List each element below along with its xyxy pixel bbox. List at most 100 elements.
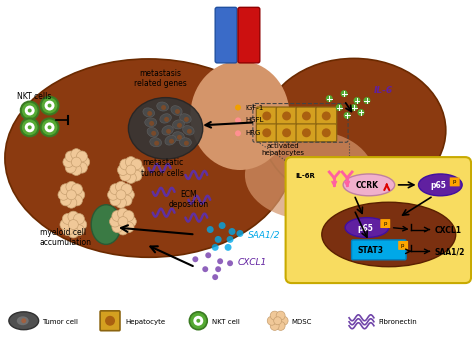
Ellipse shape — [345, 218, 389, 237]
Circle shape — [131, 159, 142, 170]
Ellipse shape — [419, 174, 462, 196]
Ellipse shape — [9, 312, 38, 330]
Circle shape — [72, 157, 81, 167]
FancyBboxPatch shape — [256, 107, 277, 125]
Ellipse shape — [171, 106, 182, 115]
Circle shape — [105, 316, 115, 326]
Circle shape — [120, 170, 131, 181]
Circle shape — [177, 123, 182, 128]
Circle shape — [227, 260, 233, 266]
Circle shape — [116, 181, 127, 192]
Circle shape — [71, 149, 82, 160]
Circle shape — [66, 181, 77, 192]
Ellipse shape — [145, 118, 156, 127]
Text: NKT cells: NKT cells — [17, 92, 51, 101]
Circle shape — [151, 131, 156, 136]
Text: p: p — [453, 179, 456, 184]
Ellipse shape — [180, 138, 191, 147]
Circle shape — [302, 128, 311, 137]
Circle shape — [27, 108, 32, 113]
Ellipse shape — [150, 138, 162, 147]
Ellipse shape — [91, 205, 121, 244]
Text: CCRK: CCRK — [356, 181, 379, 190]
Circle shape — [66, 190, 76, 200]
Circle shape — [235, 105, 241, 110]
Circle shape — [196, 319, 201, 323]
Circle shape — [322, 128, 331, 137]
FancyBboxPatch shape — [316, 107, 337, 125]
Circle shape — [76, 162, 87, 173]
Circle shape — [164, 117, 169, 122]
Ellipse shape — [262, 58, 446, 202]
Circle shape — [207, 226, 214, 233]
Circle shape — [228, 228, 236, 235]
Circle shape — [76, 219, 87, 230]
Circle shape — [126, 157, 137, 167]
Circle shape — [25, 122, 35, 132]
Circle shape — [71, 165, 82, 176]
Circle shape — [147, 111, 152, 116]
Circle shape — [47, 125, 52, 129]
Circle shape — [282, 128, 291, 137]
Ellipse shape — [17, 316, 29, 325]
FancyBboxPatch shape — [100, 311, 120, 331]
Text: SAA1/2: SAA1/2 — [434, 248, 465, 257]
Circle shape — [72, 195, 82, 206]
FancyBboxPatch shape — [352, 240, 406, 260]
Circle shape — [65, 162, 76, 173]
Circle shape — [72, 184, 82, 195]
Ellipse shape — [164, 136, 176, 145]
Circle shape — [120, 159, 131, 170]
Text: p: p — [401, 243, 404, 248]
Circle shape — [302, 112, 311, 120]
Text: p65: p65 — [430, 181, 447, 190]
Circle shape — [123, 189, 134, 200]
FancyBboxPatch shape — [316, 124, 337, 142]
Circle shape — [110, 184, 121, 195]
FancyBboxPatch shape — [276, 107, 297, 125]
Circle shape — [45, 101, 55, 110]
Ellipse shape — [21, 318, 26, 323]
FancyBboxPatch shape — [450, 177, 460, 187]
Text: ECM
deposition: ECM deposition — [168, 190, 209, 209]
Circle shape — [235, 117, 241, 123]
Circle shape — [235, 130, 241, 136]
Circle shape — [112, 210, 123, 221]
Text: IGF-1: IGF-1 — [245, 105, 264, 110]
Ellipse shape — [191, 61, 290, 170]
Circle shape — [154, 141, 159, 146]
Circle shape — [126, 173, 137, 183]
Text: Fibronectin: Fibronectin — [379, 319, 418, 325]
Circle shape — [227, 236, 234, 243]
FancyBboxPatch shape — [398, 241, 408, 250]
FancyBboxPatch shape — [238, 8, 260, 63]
Circle shape — [273, 317, 282, 325]
Text: p65: p65 — [357, 224, 373, 233]
Text: CXCL1: CXCL1 — [238, 258, 267, 267]
Circle shape — [212, 274, 218, 280]
Ellipse shape — [157, 102, 169, 111]
FancyBboxPatch shape — [276, 124, 297, 142]
Ellipse shape — [147, 128, 158, 137]
Circle shape — [21, 102, 38, 119]
Ellipse shape — [173, 120, 184, 129]
Text: metastasis
related genes: metastasis related genes — [134, 69, 187, 88]
Text: STAT3: STAT3 — [357, 246, 383, 255]
Circle shape — [123, 222, 134, 233]
Circle shape — [354, 97, 361, 104]
Circle shape — [202, 266, 208, 272]
Circle shape — [68, 211, 79, 222]
Ellipse shape — [245, 130, 374, 220]
Circle shape — [109, 216, 120, 227]
FancyBboxPatch shape — [296, 107, 317, 125]
Circle shape — [126, 165, 136, 175]
Circle shape — [237, 230, 244, 237]
Circle shape — [341, 90, 347, 97]
Text: CXCL1: CXCL1 — [434, 226, 461, 235]
Circle shape — [118, 208, 128, 219]
Ellipse shape — [343, 174, 395, 196]
FancyBboxPatch shape — [215, 8, 237, 63]
Circle shape — [63, 157, 74, 167]
Circle shape — [322, 112, 331, 120]
Circle shape — [41, 97, 58, 115]
